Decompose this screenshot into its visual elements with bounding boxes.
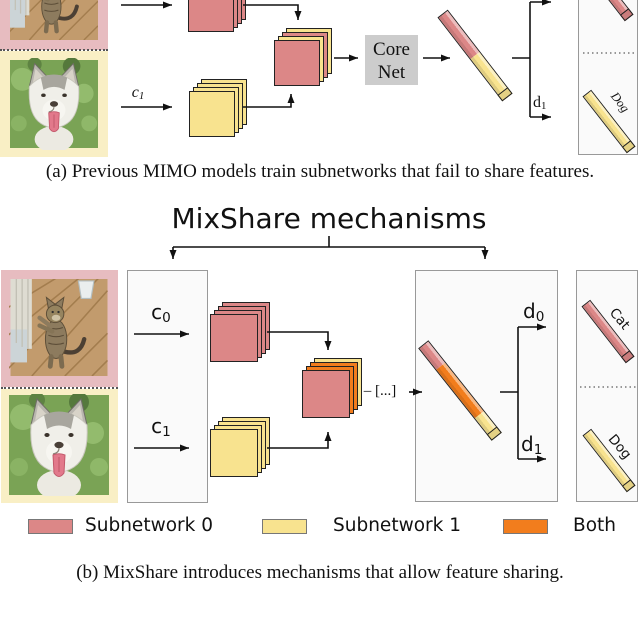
feature-stack-merged-a bbox=[274, 28, 332, 86]
output-panel-b: Cat Dog bbox=[576, 270, 638, 502]
core-net-line2: Net bbox=[377, 62, 406, 83]
legend-swatch-both bbox=[503, 519, 548, 534]
core-net-line1: Core bbox=[373, 39, 410, 60]
mixshare-title: MixShare mechanisms bbox=[171, 202, 487, 235]
c1-label-a: c1 bbox=[131, 84, 145, 103]
cat-frame-b bbox=[1, 270, 118, 387]
frame-separator-a bbox=[0, 49, 108, 51]
dog-frame-b bbox=[1, 389, 118, 503]
shared-bar-panel bbox=[415, 270, 558, 502]
concat-label: – [...] bbox=[363, 383, 397, 399]
legend-label-both: Both bbox=[573, 515, 616, 536]
dog-frame-a bbox=[0, 51, 108, 157]
c1-label-b: c1 bbox=[151, 414, 171, 440]
feature-stack-red-a bbox=[188, 0, 246, 32]
input-images-panel-b bbox=[1, 270, 118, 503]
caption-a: (a) Previous MIMO models train subnetwor… bbox=[45, 161, 595, 182]
mechanism-panel bbox=[127, 270, 208, 503]
d1-label-a: d1 bbox=[533, 94, 547, 113]
d0-label-b: d0 bbox=[523, 299, 545, 325]
feature-stack-red-b bbox=[210, 302, 270, 362]
input-images-panel-a bbox=[0, 0, 108, 157]
dog-photo-b bbox=[9, 394, 109, 496]
legend: Subnetwork 0 Subnetwork 1 Both bbox=[0, 510, 640, 542]
output-panel-a: Dog bbox=[578, 0, 638, 155]
caption-b: (b) MixShare introduces mechanisms that … bbox=[76, 562, 564, 583]
cat-frame-a bbox=[0, 0, 108, 50]
feature-stack-yellow-a bbox=[189, 79, 247, 137]
core-net-box: Core Net bbox=[365, 35, 418, 85]
c0-label-b: c0 bbox=[151, 300, 171, 326]
frame-separator-b bbox=[1, 387, 118, 389]
feature-stack-merged-b bbox=[302, 358, 362, 418]
legend-swatch-subnetwork0 bbox=[28, 519, 73, 534]
diagram-a: c1 Core Net bbox=[0, 0, 640, 158]
feature-stack-yellow-b bbox=[210, 417, 270, 477]
output-bar-cat-b bbox=[581, 299, 635, 364]
legend-label-subnetwork1: Subnetwork 1 bbox=[333, 515, 461, 536]
legend-label-subnetwork0: Subnetwork 0 bbox=[85, 515, 213, 536]
legend-swatch-subnetwork1 bbox=[262, 519, 307, 534]
cat-photo-b bbox=[9, 279, 109, 376]
d1-label-b: d1 bbox=[521, 432, 543, 458]
